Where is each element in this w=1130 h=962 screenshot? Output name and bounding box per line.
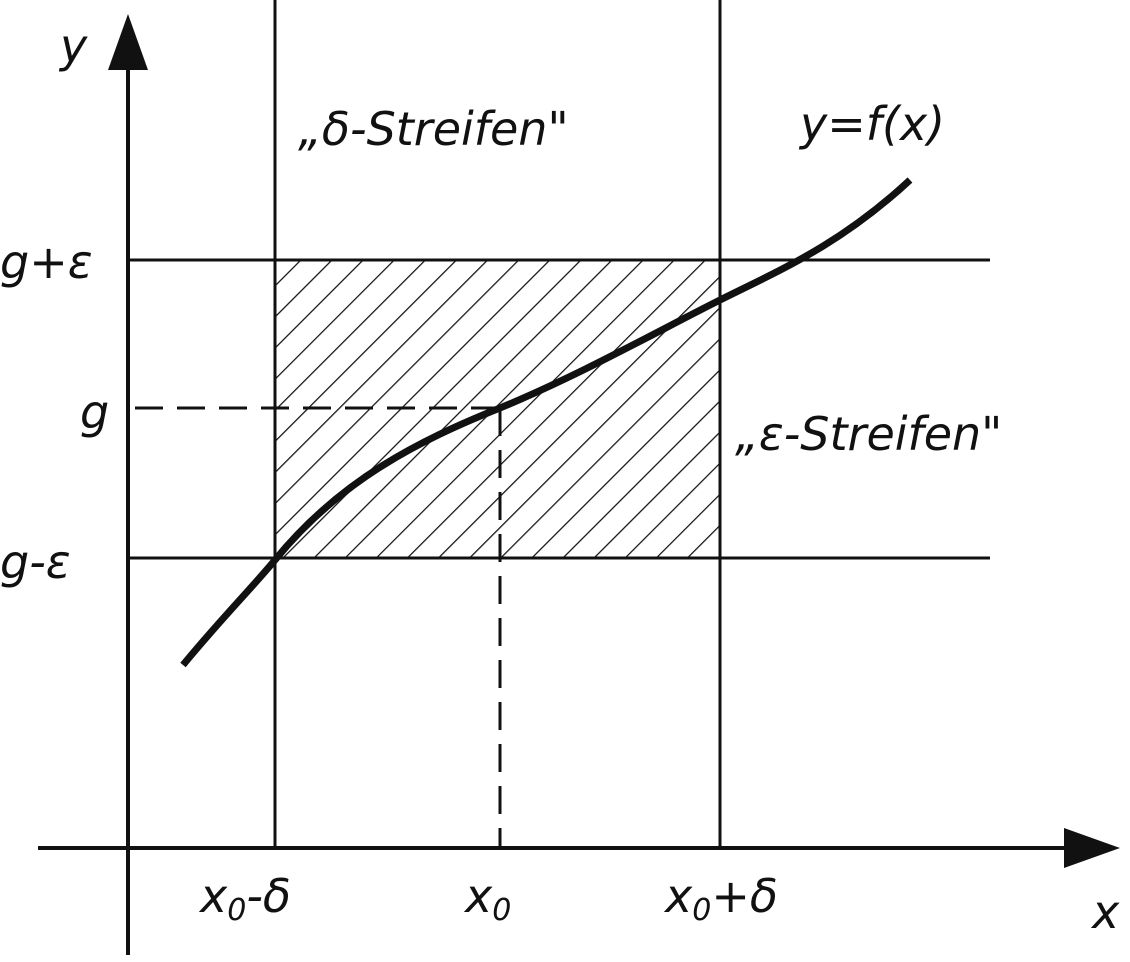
tick-g-plus-epsilon: g+ε xyxy=(0,235,93,289)
tick-x0-plus-delta: x0+δ xyxy=(663,869,778,928)
tick-g: g xyxy=(80,385,109,439)
x-axis-label: x xyxy=(1090,885,1120,939)
tick-x0: x0 xyxy=(463,869,511,928)
y-axis-label: y xyxy=(58,19,88,73)
delta-strip-label: „δ-Streifen" xyxy=(298,102,569,156)
function-label: y=f(x) xyxy=(798,97,945,151)
tick-x0-minus-delta: x0-δ xyxy=(198,869,291,928)
epsilon-strip-label: „ε-Streifen" xyxy=(735,407,1002,461)
function-curve xyxy=(180,177,913,668)
tick-g-minus-epsilon: g-ε xyxy=(0,535,71,589)
